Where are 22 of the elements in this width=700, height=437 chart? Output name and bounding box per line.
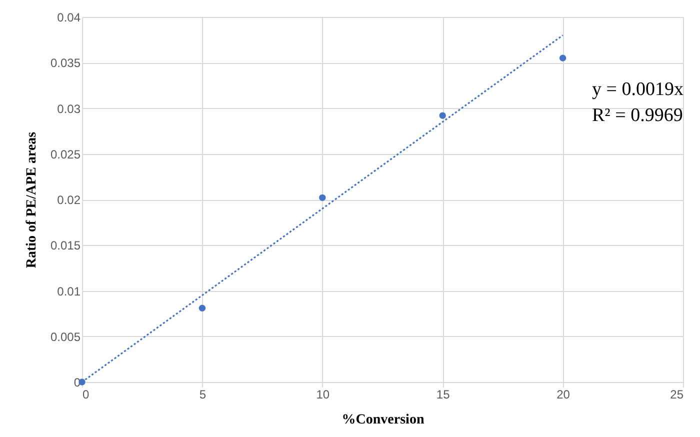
x-axis-title: %Conversion [342,412,424,428]
x-tick-label: 25 [670,388,684,402]
y-axis-title: Ratio of PE/APE areas [24,131,40,268]
point [319,194,326,202]
x-tick-label: 5 [199,388,206,402]
x-tick-label: 10 [316,388,330,402]
x-tick-label: 20 [556,388,570,402]
point [439,112,446,119]
y-tick-label: 0.04 [57,10,81,24]
annotation: R² = 0.9969 [592,105,683,126]
y-tick-label: 0.035 [50,56,81,70]
y-tick-label: 0.03 [57,102,81,116]
y-tick-label: 0.025 [50,147,81,162]
x-tick-label: 15 [436,388,450,402]
y-tick-label: 0.01 [57,284,81,298]
annotation: y = 0.0019x [592,79,684,100]
y-tick-label: 0.005 [50,330,81,344]
point [559,54,566,62]
y-tick-label: 0.015 [50,238,81,253]
point [198,304,206,312]
x-tick-label: 0 [82,388,90,402]
y-tick-label: 0.02 [57,193,81,207]
